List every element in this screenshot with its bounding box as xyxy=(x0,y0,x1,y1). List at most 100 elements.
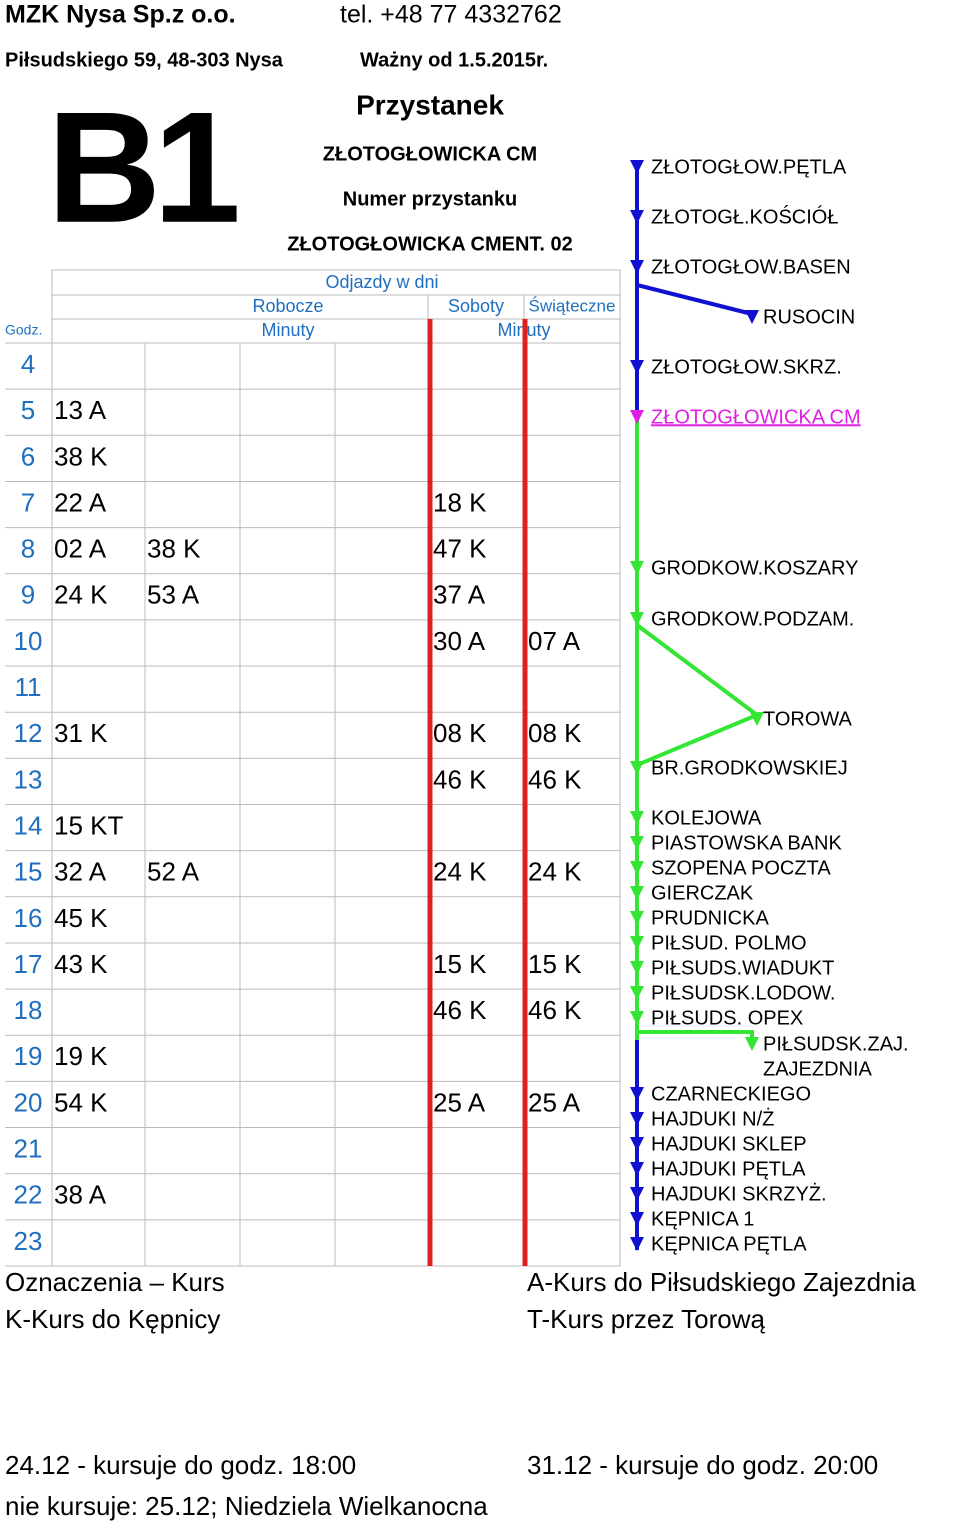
departures-heading: Odjazdy w dni xyxy=(325,272,438,292)
departure: 24 K xyxy=(528,857,582,887)
stop-name: RUSOCIN xyxy=(763,306,855,328)
company: MZK Nysa Sp.z o.o. xyxy=(5,1,236,29)
stop-name: PIŁSUDSK.LODOW. xyxy=(651,982,836,1004)
departure: 25 A xyxy=(528,1087,581,1117)
departure: 08 K xyxy=(433,718,487,748)
stop-name: KĘPNICA PĘTLA xyxy=(651,1233,807,1255)
departure: 46 K xyxy=(433,764,487,794)
departure: 02 A xyxy=(54,534,107,564)
stop-marker xyxy=(630,210,644,224)
phone: tel. +48 77 4332762 xyxy=(340,1,562,29)
line-number: B1 xyxy=(47,80,237,256)
stop-marker xyxy=(745,310,759,324)
hour: 8 xyxy=(21,534,35,564)
hour: 13 xyxy=(14,764,43,794)
departure: 24 K xyxy=(54,580,108,610)
stop-marker xyxy=(630,811,644,825)
hour: 11 xyxy=(15,672,42,702)
stop-marker xyxy=(630,986,644,1000)
departure: 31 K xyxy=(54,718,108,748)
stop-marker xyxy=(630,911,644,925)
departure: 18 K xyxy=(433,487,487,517)
stop-number-heading: Numer przystanku xyxy=(343,188,518,210)
departure: 53 A xyxy=(147,580,200,610)
stop-name: KOLEJOWA xyxy=(651,807,762,829)
stop-marker xyxy=(630,360,644,374)
stop-name: ZAJEZDNIA xyxy=(763,1058,873,1080)
hour: 6 xyxy=(21,441,35,471)
departure: 37 A xyxy=(433,580,486,610)
departure: 15 K xyxy=(528,949,582,979)
stop-marker xyxy=(630,936,644,950)
stop-marker xyxy=(630,410,644,424)
stop-marker xyxy=(630,961,644,975)
legend-item: T-Kurs przez Torową xyxy=(527,1304,765,1334)
saturdays-heading: Soboty xyxy=(448,296,504,316)
departure: 08 K xyxy=(528,718,582,748)
departure: 30 A xyxy=(433,626,486,656)
departure: 47 K xyxy=(433,534,487,564)
hour: 20 xyxy=(14,1087,43,1117)
hour: 14 xyxy=(14,810,43,840)
hour: 7 xyxy=(21,487,35,517)
stop-name: GRODKOW.PODZAM. xyxy=(651,608,854,630)
stop-name: ZŁOTOGŁOWICKA CM xyxy=(651,406,861,428)
hour: 10 xyxy=(14,626,43,656)
holidays-heading: Świąteczne xyxy=(529,296,616,315)
stop-marker xyxy=(630,1011,644,1025)
stop-name: PIŁSUDS.WIADUKT xyxy=(651,957,834,979)
departure: 24 K xyxy=(433,857,487,887)
stop-marker xyxy=(630,1112,644,1126)
legend-item: K-Kurs do Kępnicy xyxy=(5,1304,220,1334)
weekdays-heading: Robocze xyxy=(252,296,323,316)
hour: 5 xyxy=(21,395,35,425)
stop-name: PRUDNICKA xyxy=(651,907,769,929)
stop-name: ZŁOTOGŁOW.SKRZ. xyxy=(651,356,842,378)
stop-name: HAJDUKI SKLEP xyxy=(651,1133,807,1155)
hour: 15 xyxy=(14,857,43,887)
departure: 38 K xyxy=(54,441,108,471)
stop-marker xyxy=(750,712,764,726)
valid-from: Ważny od 1.5.2015r. xyxy=(360,49,548,71)
stop-name: BR.GRODKOWSKIEJ xyxy=(651,757,848,779)
stop-marker xyxy=(630,1162,644,1176)
stop-name: ZŁOTOGŁOW.BASEN xyxy=(651,256,851,278)
departure: 46 K xyxy=(433,995,487,1025)
hour: 19 xyxy=(14,1041,43,1071)
stop-marker xyxy=(630,886,644,900)
hour-heading: Godz. xyxy=(5,322,42,338)
hour: 4 xyxy=(21,349,35,379)
hour: 16 xyxy=(14,903,43,933)
departure: 38 A xyxy=(54,1180,107,1210)
note: 24.12 - kursuje do godz. 18:00 xyxy=(5,1450,356,1480)
stop-name: HAJDUKI N/Ż xyxy=(651,1107,774,1130)
hour: 12 xyxy=(14,718,43,748)
stop-name: ZŁOTOGŁ.KOŚCIÓŁ xyxy=(651,204,838,228)
departure: 52 A xyxy=(147,857,200,887)
stop-marker xyxy=(630,1087,644,1101)
stop-name: CZARNECKIEGO xyxy=(651,1083,811,1105)
departure: 22 A xyxy=(54,487,107,517)
stop-name: SZOPENA POCZTA xyxy=(651,857,831,879)
stop-name: GRODKOW.KOSZARY xyxy=(651,557,858,579)
note: 31.12 - kursuje do godz. 20:00 xyxy=(527,1450,878,1480)
departure: 45 K xyxy=(54,903,108,933)
stop-name: KĘPNICA 1 xyxy=(651,1208,754,1230)
stop-marker xyxy=(630,1187,644,1201)
stop-name: GIERCZAK xyxy=(651,882,754,904)
departure: 13 A xyxy=(54,395,107,425)
departure: 38 K xyxy=(147,534,201,564)
stop-marker xyxy=(630,561,644,575)
legend-heading: Oznaczenia – Kurs xyxy=(5,1267,225,1297)
stop-heading: Przystanek xyxy=(356,89,504,120)
departure: 15 KT xyxy=(54,810,123,840)
stop-marker xyxy=(745,1037,759,1051)
hour: 17 xyxy=(14,949,43,979)
stop-name: PIŁSUDSK.ZAJ. xyxy=(763,1033,909,1055)
stop-marker xyxy=(630,1237,644,1251)
hour: 23 xyxy=(14,1226,43,1256)
stop-marker xyxy=(630,861,644,875)
stop-name: PIŁSUDS. OPEX xyxy=(651,1007,803,1029)
stop-marker xyxy=(630,160,644,174)
